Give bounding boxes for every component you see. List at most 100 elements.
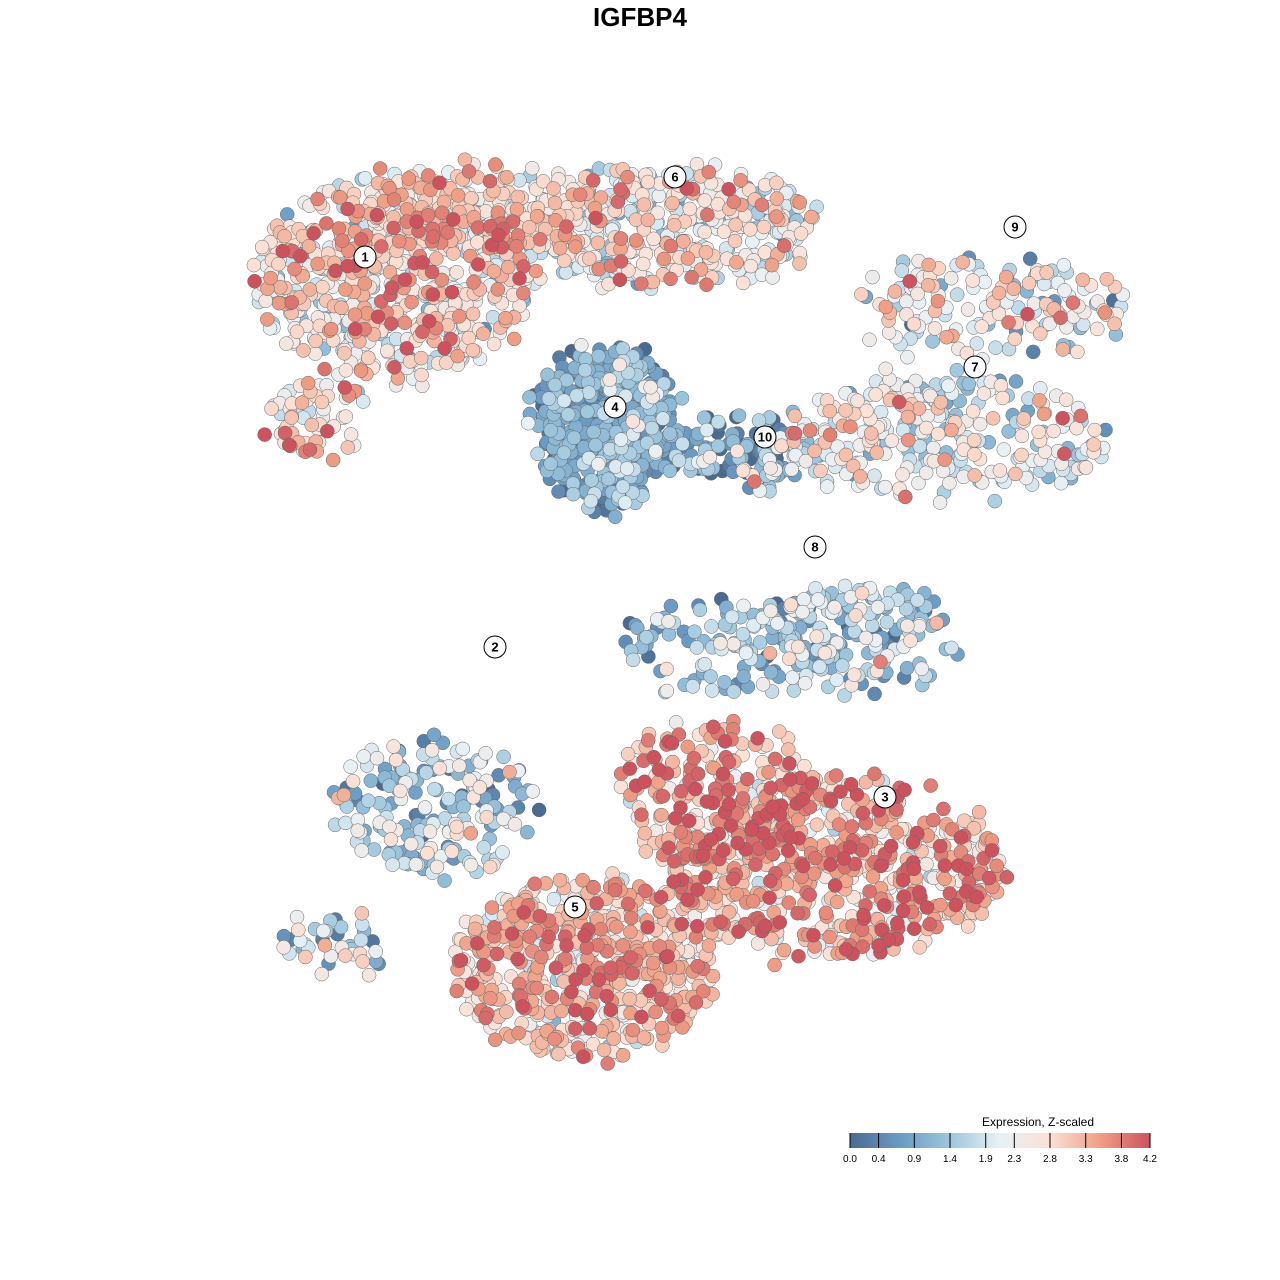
- scatter-point: [955, 254, 970, 270]
- scatter-point: [898, 489, 913, 505]
- scatter-point: [628, 233, 644, 248]
- scatter-point: [843, 419, 858, 434]
- scatter-point: [984, 843, 1000, 858]
- scatter-point: [559, 938, 574, 953]
- scatter-point: [922, 916, 937, 932]
- scatter-point: [551, 1046, 566, 1062]
- scatter-point: [697, 224, 712, 240]
- scatter-point: [925, 334, 940, 349]
- scatter-point: [437, 873, 452, 888]
- scatter-point: [735, 626, 751, 642]
- scatter-point: [554, 1003, 569, 1019]
- cluster-label-text: 6: [671, 170, 678, 185]
- scatter-point: [675, 436, 690, 452]
- scatter-point: [397, 272, 413, 287]
- scatter-point: [363, 773, 379, 788]
- scatter-point: [591, 348, 606, 364]
- scatter-point: [337, 346, 352, 361]
- scatter-point: [911, 475, 926, 491]
- scatter-point: [829, 894, 845, 910]
- scatter-point: [656, 376, 672, 391]
- scatter-point: [738, 645, 754, 661]
- scatter-point: [827, 600, 842, 615]
- scatter-point: [972, 416, 988, 432]
- scatter-point: [755, 677, 771, 692]
- scatter-point: [625, 652, 641, 668]
- scatter-point: [690, 766, 706, 782]
- scatter-point: [998, 269, 1014, 285]
- scatter-point: [965, 273, 980, 288]
- scatter-point: [264, 401, 279, 416]
- scatter-point: [384, 280, 400, 295]
- scatter-point: [421, 313, 437, 329]
- scatter-point: [623, 950, 638, 965]
- scatter-point: [333, 919, 349, 935]
- cluster-label-text: 5: [571, 900, 578, 915]
- scatter-point: [728, 217, 743, 233]
- scatter-point: [663, 271, 678, 287]
- scatter-point: [879, 614, 895, 630]
- scatter-point: [638, 844, 654, 859]
- scatter-point: [386, 739, 401, 754]
- scatter-point: [854, 843, 870, 858]
- scatter-point: [258, 293, 273, 309]
- scatter-point: [547, 1031, 562, 1047]
- scatter-point: [762, 646, 778, 661]
- scatter-point: [612, 272, 628, 288]
- scatter-point: [792, 195, 807, 210]
- scatter-point: [960, 919, 976, 934]
- scatter-point: [639, 630, 654, 645]
- scatter-point: [819, 479, 835, 494]
- scatter-point: [1020, 306, 1035, 322]
- scatter-point: [1099, 271, 1115, 287]
- scatter-point: [429, 251, 444, 266]
- scatter-point: [1086, 437, 1101, 452]
- scatter-point: [864, 618, 880, 633]
- scatter-point: [498, 310, 513, 326]
- scatter-point: [643, 380, 658, 395]
- scatter-point: [353, 232, 369, 247]
- scatter-point: [782, 651, 797, 666]
- scatter-point: [504, 926, 520, 941]
- scatter-point: [302, 442, 318, 457]
- cluster-label-text: 2: [491, 640, 498, 655]
- scatter-point: [500, 259, 516, 275]
- scatter-point: [787, 408, 803, 424]
- colorbar-tick-label: 0.9: [907, 1154, 921, 1165]
- scatter-point: [723, 818, 739, 833]
- scatter-point: [417, 800, 433, 815]
- scatter-point: [988, 340, 1003, 355]
- scatter-point: [701, 164, 717, 180]
- scatter-point: [867, 686, 882, 702]
- scatter-point: [673, 800, 688, 815]
- scatter-point: [432, 761, 447, 776]
- scatter-point: [488, 157, 503, 172]
- scatter-point: [673, 825, 689, 840]
- cluster-label-text: 10: [758, 430, 772, 445]
- scatter-point: [600, 1056, 615, 1071]
- scatter-point: [478, 746, 493, 761]
- scatter-point: [1001, 315, 1016, 330]
- scatter-point: [453, 953, 469, 968]
- scatter-point: [668, 715, 684, 730]
- scatter-point: [795, 858, 811, 874]
- scatter-point: [689, 640, 705, 655]
- scatter-point: [804, 209, 819, 225]
- scatter-point: [557, 253, 572, 268]
- cluster-label-badge: [563, 895, 587, 919]
- scatter-point: [878, 299, 894, 315]
- scatter-point: [482, 173, 498, 189]
- scatter-point: [692, 602, 708, 618]
- cluster-label-6: 6: [663, 165, 687, 189]
- scatter-point: [463, 857, 479, 873]
- scatter-point: [912, 940, 927, 955]
- scatter-point: [427, 781, 442, 797]
- scatter-point: [404, 294, 419, 310]
- scatter-point: [933, 897, 948, 913]
- scatter-point: [663, 238, 679, 254]
- scatter-point: [942, 886, 958, 901]
- scatter-point: [401, 171, 416, 186]
- cluster-label-5: 5: [563, 895, 587, 919]
- scatter-point: [654, 991, 669, 1007]
- scatter-point: [1057, 283, 1072, 298]
